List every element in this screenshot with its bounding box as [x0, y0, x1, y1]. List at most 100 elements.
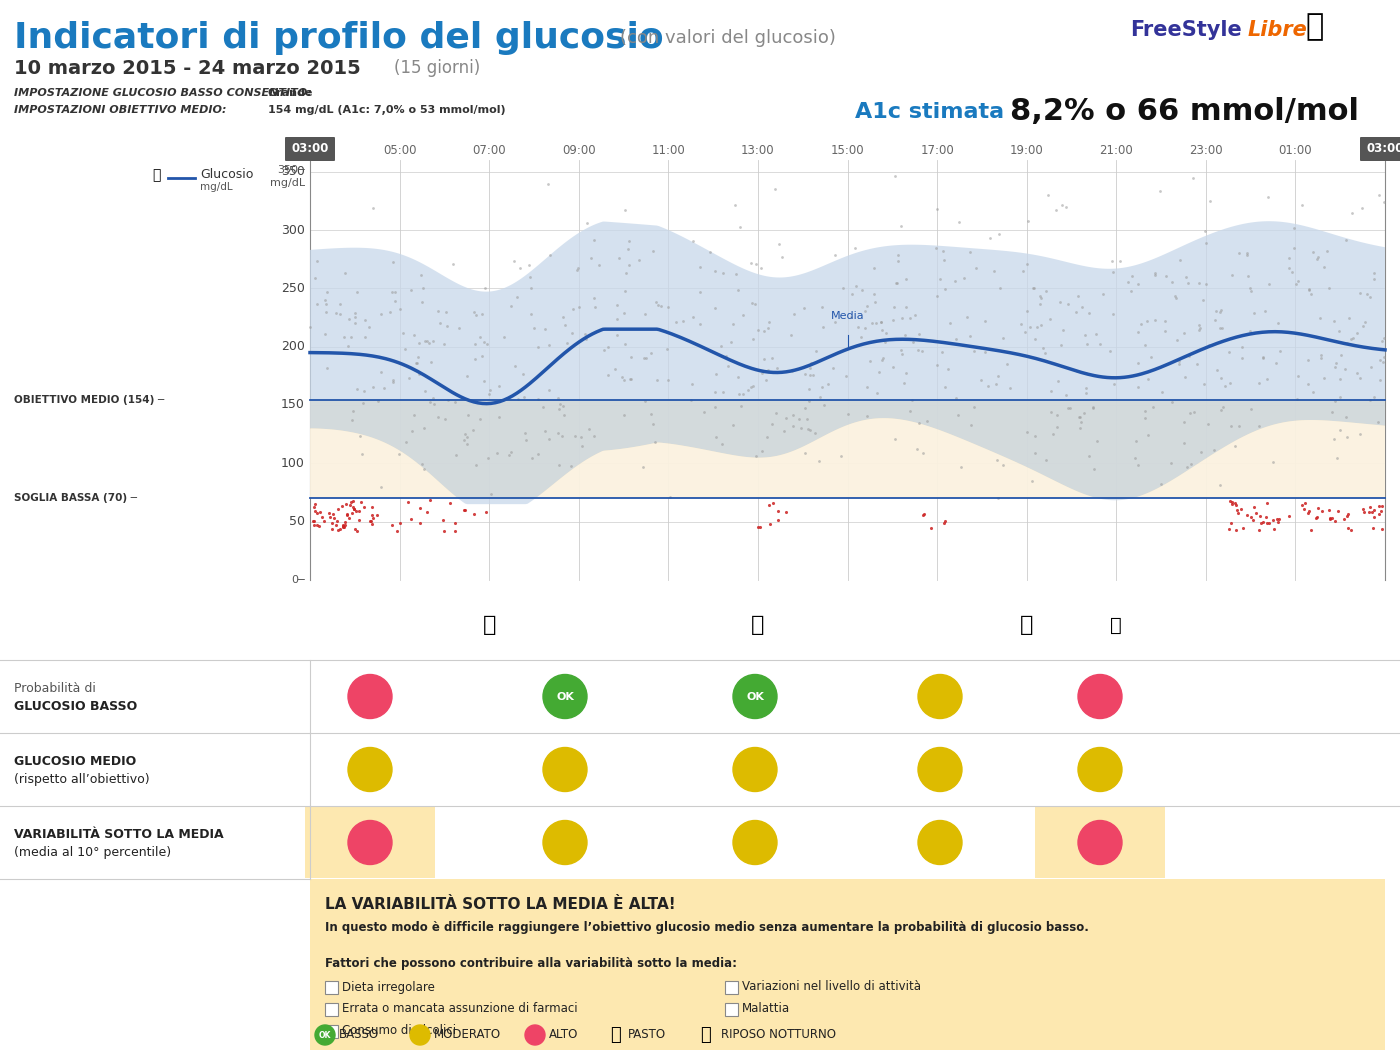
Point — [1126, 432, 1148, 449]
Point — [1243, 304, 1266, 321]
Point — [462, 303, 484, 320]
Point — [318, 504, 340, 520]
Point — [645, 371, 668, 388]
Point — [298, 318, 321, 335]
Point — [1050, 336, 1072, 353]
Point — [762, 495, 784, 512]
Point — [750, 365, 773, 382]
Point — [864, 294, 886, 311]
Point — [731, 306, 753, 323]
Point — [1177, 275, 1200, 292]
Point — [1037, 187, 1060, 204]
Point — [1137, 426, 1159, 443]
Point — [470, 348, 493, 365]
Point — [1205, 361, 1228, 378]
Point — [350, 493, 372, 510]
Point — [925, 200, 948, 217]
Point — [634, 392, 657, 409]
Point — [627, 251, 650, 268]
Point — [805, 343, 827, 360]
Text: Glucosio: Glucosio — [200, 169, 253, 181]
Point — [680, 391, 703, 408]
Point — [1218, 344, 1240, 361]
Point — [1358, 504, 1380, 520]
Point — [566, 262, 588, 279]
Point — [479, 485, 501, 502]
Text: IMPOSTAZIONI OBIETTIVO MEDIO:: IMPOSTAZIONI OBIETTIVO MEDIO: — [14, 105, 227, 114]
Point — [405, 355, 427, 372]
Text: 50: 50 — [288, 515, 305, 528]
Point — [1320, 403, 1343, 420]
Point — [1330, 347, 1352, 364]
Point — [342, 403, 364, 420]
Point — [1218, 493, 1240, 510]
Text: Indicatori di profilo del glucosio: Indicatori di profilo del glucosio — [14, 21, 664, 55]
Point — [724, 196, 746, 213]
Point — [1336, 429, 1358, 446]
Point — [395, 434, 417, 450]
Point — [1373, 330, 1396, 347]
Point — [1166, 331, 1189, 348]
Point — [790, 419, 812, 436]
Point — [308, 504, 330, 520]
Point — [1047, 372, 1070, 389]
Point — [888, 252, 910, 269]
Point — [1044, 201, 1067, 218]
FancyBboxPatch shape — [305, 807, 435, 878]
Point — [799, 367, 822, 384]
Point — [388, 445, 410, 462]
Point — [304, 502, 326, 519]
Point — [1337, 310, 1359, 326]
Point — [855, 378, 878, 395]
Point — [757, 319, 780, 336]
Text: 350: 350 — [281, 165, 305, 178]
Point — [403, 326, 426, 343]
Point — [588, 257, 610, 273]
Point — [1294, 495, 1316, 512]
Point — [995, 356, 1018, 373]
Text: RIPOSO NOTTURNO: RIPOSO NOTTURNO — [721, 1028, 836, 1042]
Point — [903, 330, 925, 347]
Point — [1301, 522, 1323, 538]
Point — [1267, 514, 1289, 531]
Point — [329, 520, 351, 537]
Point — [465, 456, 487, 473]
Text: 🍎: 🍎 — [483, 615, 496, 635]
Point — [1361, 359, 1383, 376]
Point — [1016, 302, 1039, 319]
Point — [351, 394, 374, 411]
Point — [832, 280, 854, 297]
Point — [727, 281, 749, 298]
Point — [302, 512, 325, 529]
Point — [615, 283, 637, 300]
Point — [319, 508, 342, 525]
Point — [979, 230, 1001, 247]
Point — [442, 255, 465, 272]
Point — [959, 328, 981, 345]
Point — [553, 406, 575, 423]
Text: Libre: Libre — [1247, 20, 1308, 40]
Circle shape — [410, 1025, 430, 1045]
Point — [339, 311, 361, 328]
Point — [606, 297, 629, 314]
Point — [305, 296, 328, 313]
Point — [823, 247, 846, 264]
FancyBboxPatch shape — [1359, 137, 1400, 161]
Point — [799, 354, 822, 371]
Point — [465, 336, 487, 353]
Point — [342, 498, 364, 515]
Point — [1144, 266, 1166, 283]
Point — [939, 314, 962, 331]
Point — [1228, 418, 1250, 435]
Point — [725, 266, 748, 283]
Point — [970, 339, 993, 356]
Point — [370, 364, 392, 381]
Point — [739, 378, 762, 395]
Point — [514, 424, 536, 441]
Point — [1298, 282, 1320, 299]
Point — [1313, 370, 1336, 387]
Point — [1067, 288, 1089, 305]
Point — [469, 410, 491, 427]
Point — [1287, 391, 1309, 408]
Point — [822, 359, 844, 376]
